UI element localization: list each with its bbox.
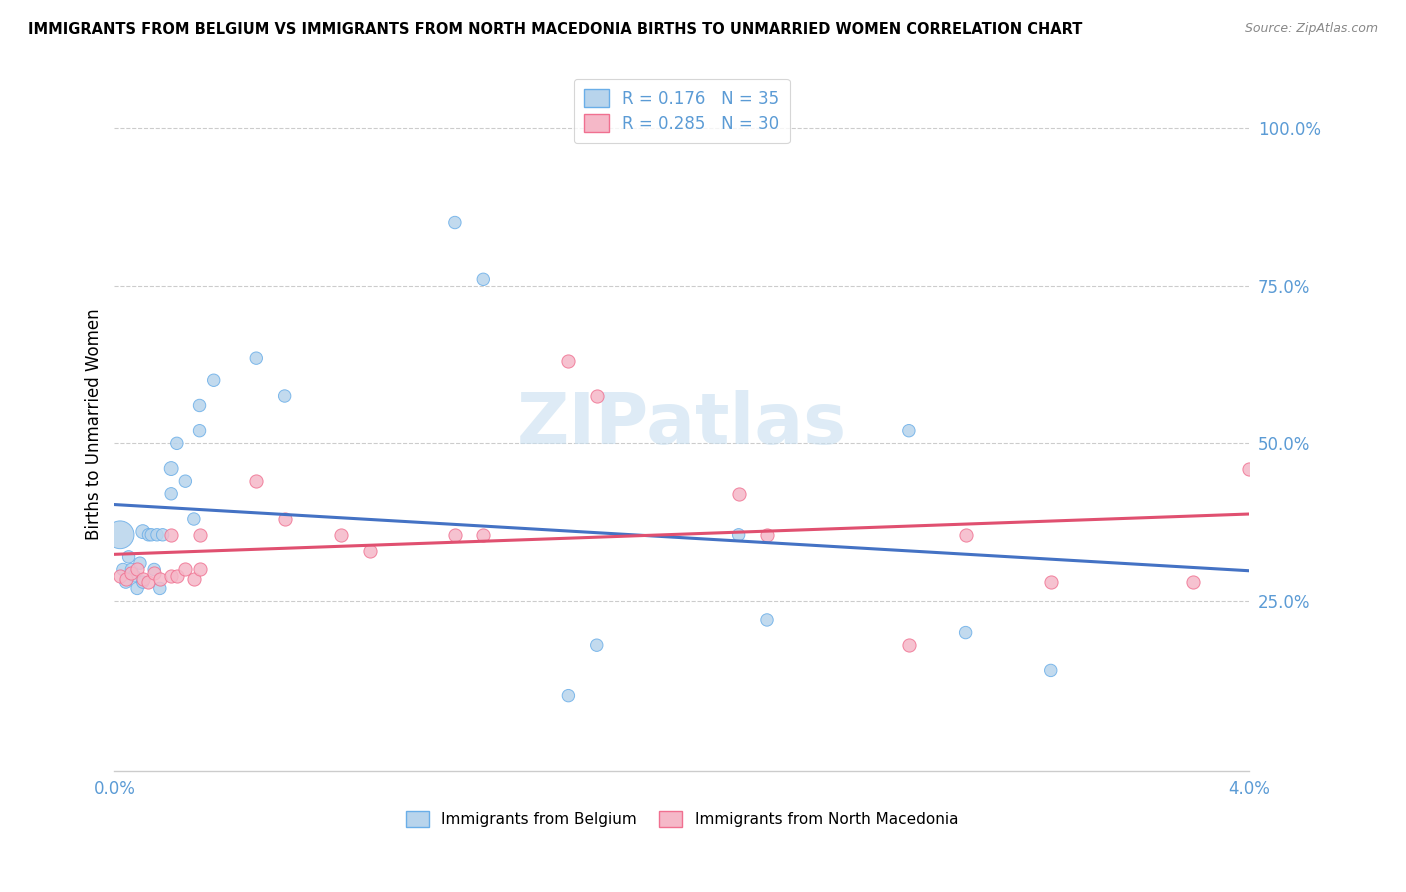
Point	[727, 528, 749, 542]
Point	[330, 528, 353, 542]
Point	[120, 566, 142, 580]
Point	[138, 528, 160, 542]
Point	[444, 528, 467, 542]
Point	[955, 625, 977, 640]
Point	[557, 689, 579, 703]
Point	[183, 512, 205, 526]
Point	[1181, 575, 1204, 590]
Point	[143, 566, 166, 580]
Point	[273, 512, 295, 526]
Point	[160, 569, 183, 583]
Point	[160, 528, 183, 542]
Point	[129, 556, 152, 570]
Point	[127, 582, 149, 596]
Point	[897, 638, 920, 652]
Y-axis label: Births to Unmarried Women: Births to Unmarried Women	[86, 309, 103, 541]
Point	[188, 424, 211, 438]
Point	[727, 487, 749, 501]
Point	[245, 351, 267, 366]
Point	[188, 562, 211, 576]
Point	[108, 528, 131, 542]
Point	[114, 575, 136, 590]
Point	[174, 562, 197, 576]
Point	[108, 569, 131, 583]
Point	[111, 562, 134, 576]
Point	[183, 572, 205, 586]
Point	[149, 572, 172, 586]
Text: IMMIGRANTS FROM BELGIUM VS IMMIGRANTS FROM NORTH MACEDONIA BIRTHS TO UNMARRIED W: IMMIGRANTS FROM BELGIUM VS IMMIGRANTS FR…	[28, 22, 1083, 37]
Point	[273, 389, 295, 403]
Point	[146, 528, 169, 542]
Point	[756, 528, 779, 542]
Point	[188, 399, 211, 413]
Point	[149, 582, 172, 596]
Point	[245, 474, 267, 488]
Point	[557, 354, 579, 368]
Point	[1239, 461, 1261, 475]
Point	[114, 572, 136, 586]
Legend: Immigrants from Belgium, Immigrants from North Macedonia: Immigrants from Belgium, Immigrants from…	[399, 805, 965, 833]
Point	[174, 474, 197, 488]
Point	[955, 528, 977, 542]
Text: Source: ZipAtlas.com: Source: ZipAtlas.com	[1244, 22, 1378, 36]
Point	[152, 528, 174, 542]
Point	[160, 487, 183, 501]
Point	[756, 613, 779, 627]
Point	[472, 528, 495, 542]
Point	[141, 528, 163, 542]
Point	[117, 549, 139, 564]
Point	[585, 638, 607, 652]
Point	[132, 524, 155, 539]
Point	[1039, 575, 1062, 590]
Point	[160, 461, 183, 475]
Point	[143, 562, 166, 576]
Point	[188, 528, 211, 542]
Point	[472, 272, 495, 286]
Text: ZIPatlas: ZIPatlas	[517, 390, 846, 458]
Point	[444, 215, 467, 229]
Point	[132, 575, 155, 590]
Point	[585, 389, 607, 403]
Point	[138, 575, 160, 590]
Point	[127, 562, 149, 576]
Point	[122, 569, 145, 583]
Point	[202, 373, 225, 387]
Point	[359, 543, 381, 558]
Point	[166, 436, 188, 450]
Point	[1039, 664, 1062, 678]
Point	[897, 424, 920, 438]
Point	[120, 562, 142, 576]
Point	[166, 569, 188, 583]
Point	[132, 572, 155, 586]
